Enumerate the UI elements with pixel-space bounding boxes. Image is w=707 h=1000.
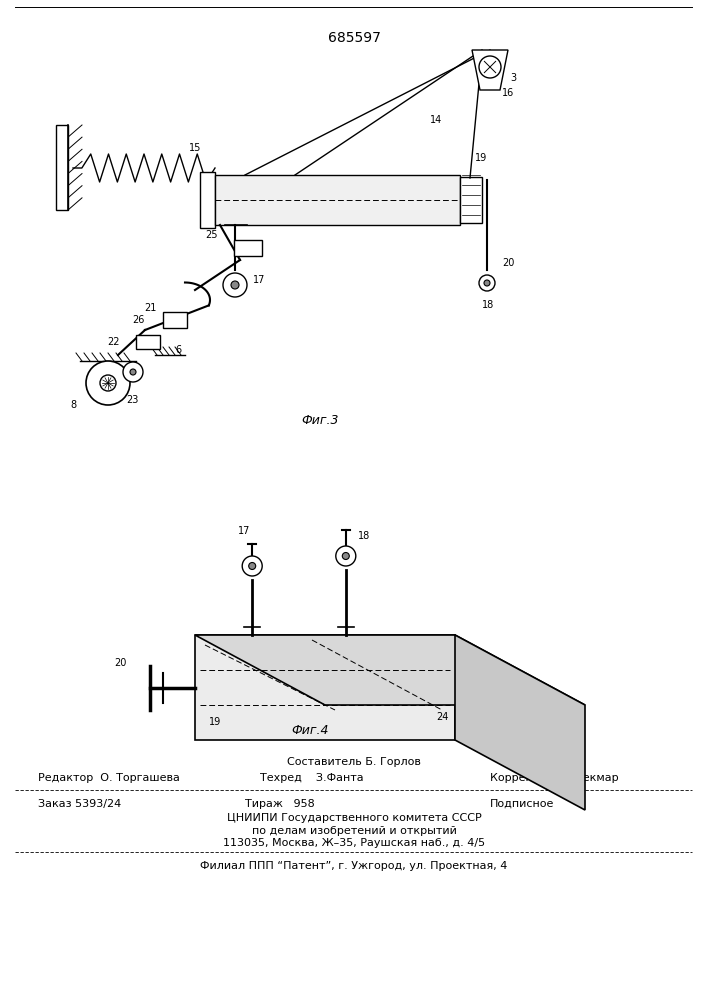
Bar [460, 177, 482, 223]
Text: 17: 17 [238, 526, 250, 536]
Circle shape [342, 552, 349, 560]
Text: 18: 18 [482, 300, 494, 310]
Bar [200, 172, 215, 228]
Circle shape [479, 56, 501, 78]
Circle shape [86, 361, 130, 405]
Text: 16: 16 [502, 88, 514, 98]
Text: по делам изобретений и открытий: по делам изобретений и открытий [252, 826, 457, 836]
Text: Корректор С. Шекмар: Корректор С. Шекмар [490, 773, 619, 783]
Text: 25: 25 [206, 230, 218, 240]
Polygon shape [195, 635, 455, 740]
Text: Техред    З.Фанта: Техред З.Фанта [260, 773, 363, 783]
Polygon shape [472, 50, 508, 90]
Text: 21: 21 [145, 303, 157, 313]
Circle shape [336, 546, 356, 566]
Text: 8: 8 [70, 400, 76, 410]
Circle shape [243, 556, 262, 576]
Text: 3: 3 [510, 73, 516, 83]
Circle shape [484, 280, 490, 286]
Bar [234, 240, 262, 256]
Text: 18: 18 [358, 531, 370, 541]
Text: Подписное: Подписное [490, 799, 554, 809]
Bar [163, 312, 187, 328]
Text: 19: 19 [475, 153, 487, 163]
Text: Тираж   958: Тираж 958 [245, 799, 315, 809]
Circle shape [100, 375, 116, 391]
Polygon shape [195, 635, 585, 705]
Text: ЦНИИПИ Государственного комитета СССР: ЦНИИПИ Государственного комитета СССР [227, 813, 481, 823]
Circle shape [249, 562, 256, 570]
Text: 26: 26 [133, 315, 145, 325]
Bar [56, 125, 68, 210]
Text: 113035, Москва, Ж–35, Раушская наб., д. 4/5: 113035, Москва, Ж–35, Раушская наб., д. … [223, 838, 485, 848]
Bar [136, 335, 160, 349]
Text: 17: 17 [253, 275, 265, 285]
Circle shape [223, 273, 247, 297]
Text: Редактор  О. Торгашева: Редактор О. Торгашева [38, 773, 180, 783]
Text: 685597: 685597 [327, 31, 380, 45]
Text: 22: 22 [107, 337, 120, 347]
Circle shape [123, 362, 143, 382]
Text: 15: 15 [189, 143, 201, 153]
Text: 19: 19 [209, 717, 221, 727]
Text: Фиг.4: Фиг.4 [291, 724, 329, 736]
Text: 23: 23 [126, 395, 139, 405]
Bar [215, 175, 460, 225]
Text: Заказ 5393/24: Заказ 5393/24 [38, 799, 121, 809]
Text: Фиг.3: Фиг.3 [301, 414, 339, 426]
Circle shape [479, 275, 495, 291]
Text: 20: 20 [114, 658, 126, 668]
Circle shape [130, 369, 136, 375]
Polygon shape [455, 635, 585, 810]
Text: 20: 20 [502, 258, 515, 268]
Text: 14: 14 [430, 115, 443, 125]
Text: 24: 24 [436, 712, 448, 722]
Text: 6: 6 [175, 345, 181, 355]
Text: Составитель Б. Горлов: Составитель Б. Горлов [287, 757, 421, 767]
Text: Филиал ППП “Патент”, г. Ужгород, ул. Проектная, 4: Филиал ППП “Патент”, г. Ужгород, ул. Про… [200, 861, 508, 871]
Circle shape [231, 281, 239, 289]
Text: 24: 24 [225, 285, 238, 295]
